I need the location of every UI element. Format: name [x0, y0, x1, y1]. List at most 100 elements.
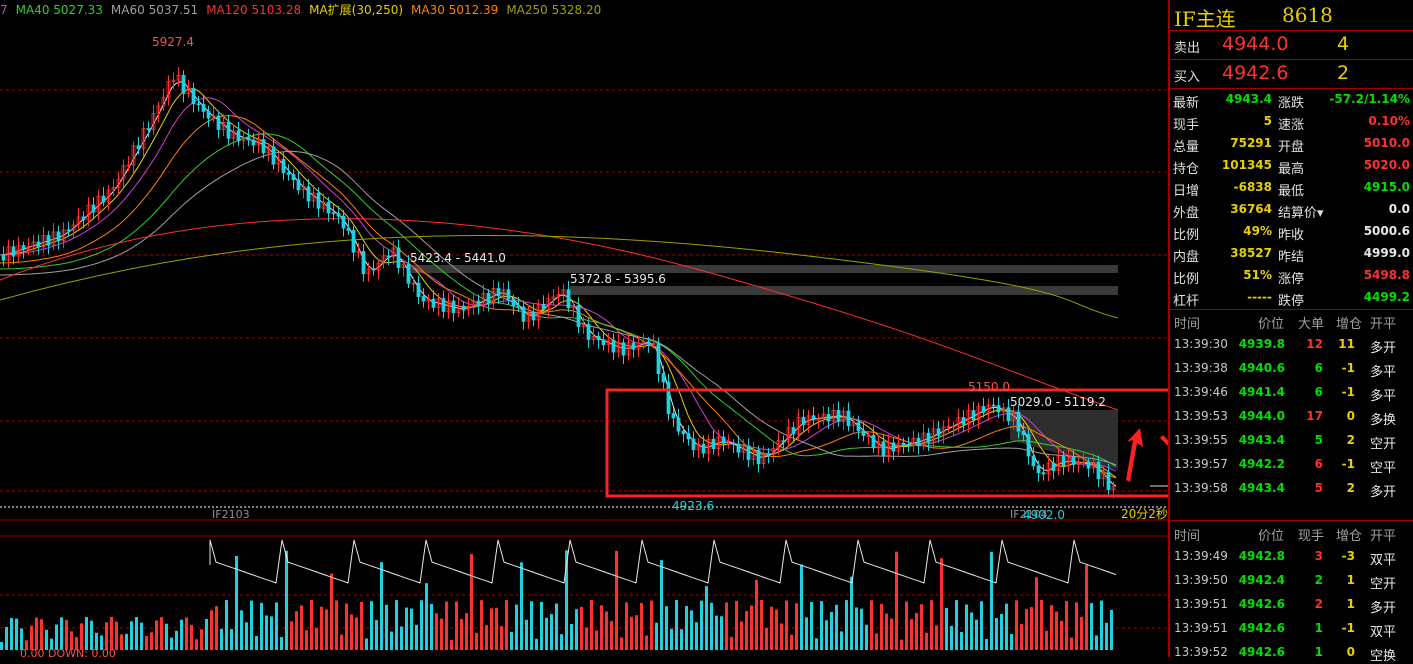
volume-bar [105, 622, 108, 650]
trade-row[interactable]: 13:39:52 4942.6 1 0 空换 [1170, 642, 1413, 664]
candle-body [896, 442, 901, 452]
trade-oi-change: 0 [1346, 645, 1355, 659]
trade-time: 13:39:57 [1174, 457, 1228, 471]
volume-bar [910, 619, 913, 650]
kline-chart[interactable]: 7 MA40 5027.33 MA60 5037.51 MA120 5103.28 MA… [0, 0, 1168, 657]
candle-body [576, 305, 581, 327]
candle-body [511, 298, 516, 307]
volume-bar [805, 617, 808, 650]
volume-bar [1045, 630, 1048, 650]
candle-body [661, 373, 666, 383]
stat-value: 5 [1263, 114, 1272, 128]
candle-body [301, 186, 306, 191]
volume-bar [790, 634, 793, 650]
candle-body [441, 298, 446, 312]
volume-bar [445, 601, 448, 650]
trade-row[interactable]: 13:39:30 4939.8 12 11 多开 [1170, 334, 1413, 356]
volume-bar [1105, 622, 1108, 650]
volume-bar [360, 602, 363, 650]
trade-row[interactable]: 13:39:53 4944.0 17 0 多换 [1170, 406, 1413, 428]
volume-bar [530, 601, 533, 650]
volume-bar [560, 634, 563, 650]
candle-body [591, 335, 596, 340]
volume-bar [195, 639, 198, 650]
candle-body [871, 434, 876, 449]
volume-bar [775, 609, 778, 650]
volume-bar [990, 551, 993, 650]
volume-bar [870, 600, 873, 650]
sell-row: 卖出 4944.0 4 [1170, 32, 1413, 58]
candle-body [1041, 472, 1046, 475]
candle-body [161, 96, 166, 107]
trade-row[interactable]: 13:39:38 4940.6 6 -1 多平 [1170, 358, 1413, 380]
candle-body [641, 341, 646, 344]
candle-body [836, 409, 841, 422]
trade-row[interactable]: 13:39:46 4941.4 6 -1 多平 [1170, 382, 1413, 404]
candle-body [486, 292, 491, 303]
volume-bar [430, 603, 433, 650]
candle-body [941, 426, 946, 436]
trade-row[interactable]: 13:39:51 4942.6 1 -1 双平 [1170, 618, 1413, 640]
candle-body [686, 433, 691, 440]
volume-bar [175, 630, 178, 650]
trade-row[interactable]: 13:39:50 4942.4 2 1 空开 [1170, 570, 1413, 592]
volume-bar [915, 612, 918, 650]
stat-value: 38527 [1230, 246, 1272, 260]
trade-row[interactable]: 13:39:58 4943.4 5 2 多开 [1170, 478, 1413, 500]
candle-body [101, 195, 106, 203]
volume-bar [275, 602, 278, 650]
quote-panel: IF主连 8618 卖出 4944.0 4 买入 4942.6 2 最新 4943… [1168, 0, 1413, 664]
candle-body [311, 192, 316, 202]
trade-volume: 17 [1306, 409, 1323, 423]
stats-row: 日增 -6838 最低 4915.0 [1170, 177, 1413, 199]
trade-row[interactable]: 13:39:55 4943.4 5 2 空开 [1170, 430, 1413, 452]
contract2-label: IF2104 [1010, 508, 1048, 521]
volume-bar [205, 618, 208, 650]
trade-volume: 3 [1314, 549, 1323, 563]
candle-body [916, 437, 921, 447]
volume-bar [420, 600, 423, 650]
volume-bar [310, 600, 313, 650]
trade-price: 4942.2 [1238, 457, 1285, 471]
candle-body [361, 251, 366, 275]
trade-oi-change: -1 [1341, 457, 1355, 471]
volume-bar [30, 625, 33, 650]
candle-body [166, 81, 171, 98]
trade-row[interactable]: 13:39:57 4942.2 6 -1 空平 [1170, 454, 1413, 476]
volume-bar [325, 609, 328, 650]
volume-bar [435, 613, 438, 650]
candle-body [746, 445, 751, 460]
stat-label: 涨跌 [1278, 96, 1305, 111]
candle-body [116, 178, 121, 188]
candle-body [396, 247, 401, 269]
volume-bar [925, 632, 928, 650]
stat-label: 外盘 [1173, 206, 1200, 221]
candle-body [371, 268, 376, 271]
candle-body [651, 343, 656, 345]
candle-body [296, 179, 301, 191]
volume-bar [475, 632, 478, 650]
volume-bar [895, 551, 898, 650]
candle-body [276, 159, 281, 165]
candle-body [306, 186, 311, 202]
candle-body [971, 410, 976, 421]
volume-bar [900, 639, 903, 650]
candle-body [796, 416, 801, 435]
volume-bar [1010, 634, 1013, 650]
stat-label: 昨收 [1278, 228, 1305, 243]
trade-price: 4941.4 [1238, 385, 1285, 399]
volume-bar [735, 600, 738, 650]
candle-body [626, 342, 631, 356]
stat-label: 内盘 [1173, 250, 1200, 265]
ma-line [0, 97, 1117, 472]
candle-body [601, 339, 606, 346]
gap3-label: 5029.0 - 5119.2 [1010, 395, 1106, 409]
trade-row[interactable]: 13:39:51 4942.6 2 1 多开 [1170, 594, 1413, 616]
stat-label: 最低 [1278, 184, 1305, 199]
contract1-label: IF2103 [212, 508, 250, 521]
volume-bar [1080, 616, 1083, 650]
volume-bar [1050, 605, 1053, 650]
trade-row[interactable]: 13:39:49 4942.8 3 -3 双平 [1170, 546, 1413, 568]
ma-line [0, 115, 1117, 479]
trade-oi-change: 1 [1346, 597, 1355, 611]
